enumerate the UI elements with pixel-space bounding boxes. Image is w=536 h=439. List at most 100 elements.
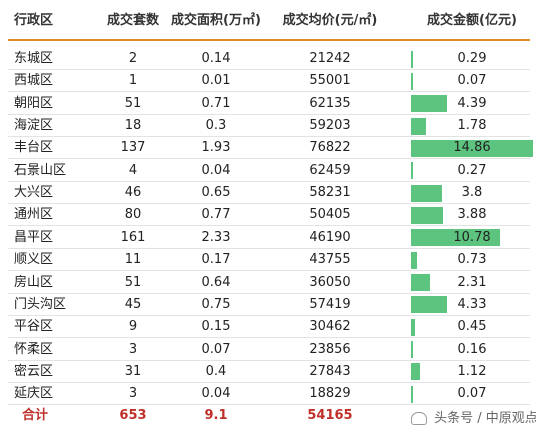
penguin-icon: [411, 412, 427, 425]
district-cell: 门头沟区: [14, 296, 67, 312]
avg-price-cell: 76822: [309, 140, 351, 156]
units-cell: 31: [124, 363, 142, 379]
avg-price-cell: 18829: [309, 386, 351, 402]
amount-cell: 3.8: [461, 185, 483, 201]
row-rule: [8, 270, 530, 272]
units-cell: 11: [124, 252, 142, 268]
district-cell: 丰台区: [14, 140, 54, 156]
amount-bar: [411, 117, 426, 135]
row-rule: [8, 203, 530, 205]
amount-cell: 0.45: [457, 319, 487, 335]
row-rule: [8, 136, 530, 138]
amount-bar: [411, 206, 443, 224]
row-rule: [8, 180, 530, 182]
area-cell: 0.71: [201, 95, 231, 111]
amount-bar: [411, 296, 447, 314]
amount-cell: 0.27: [457, 162, 487, 178]
amount-bar: [411, 72, 413, 90]
amount-bar: [411, 341, 413, 359]
area-cell: 0.65: [201, 185, 231, 201]
units-cell: 46: [124, 185, 142, 201]
district-cell: 通州区: [14, 207, 54, 223]
area-cell: 0.64: [201, 274, 231, 290]
total-avg-price: 54165: [307, 408, 353, 423]
area-cell: 0.15: [201, 319, 231, 335]
amount-bar: [411, 139, 533, 157]
area-cell: 0.17: [201, 252, 231, 268]
header-rule: [8, 39, 530, 41]
amount-cell: 0.29: [457, 51, 487, 66]
row-rule: [8, 337, 530, 339]
avg-price-cell: 62459: [309, 162, 351, 178]
avg-price-cell: 23856: [309, 341, 351, 357]
area-cell: 0.04: [201, 162, 231, 178]
amount-cell: 4.33: [457, 296, 487, 312]
amount-bar: [411, 50, 414, 68]
district-cell: 朝阳区: [14, 95, 54, 111]
row-rule: [8, 359, 530, 361]
row-rule: [8, 69, 530, 70]
amount-cell: 0.07: [457, 386, 487, 402]
row-rule: [8, 314, 530, 316]
amount-cell: 3.88: [457, 207, 487, 223]
area-cell: 0.3: [205, 118, 227, 134]
area-cell: 0.07: [201, 341, 231, 357]
avg-price-cell: 43755: [309, 252, 351, 268]
district-cell: 西城区: [14, 73, 54, 89]
district-cell: 石景山区: [14, 162, 67, 178]
area-cell: 0.14: [201, 51, 231, 66]
row-rule: [8, 381, 530, 383]
amount-bar: [411, 162, 414, 180]
avg-price-cell: 55001: [309, 73, 351, 89]
avg-price-cell: 58231: [309, 185, 351, 201]
district-cell: 密云区: [14, 363, 54, 379]
avg-price-cell: 27843: [309, 363, 351, 379]
amount-bar: [411, 184, 443, 202]
amount-bar: [411, 95, 448, 113]
avg-price-cell: 46190: [309, 229, 351, 245]
district-cell: 延庆区: [14, 386, 54, 402]
row-rule: [8, 113, 530, 115]
avg-price-cell: 62135: [309, 95, 351, 111]
area-cell: 0.04: [201, 386, 231, 402]
amount-bar: [411, 251, 417, 269]
avg-price-cell: 57419: [309, 296, 351, 312]
avg-price-cell: 59203: [309, 118, 351, 134]
units-cell: 137: [120, 140, 146, 156]
row-rule: [8, 158, 530, 160]
header-district: 行政区: [14, 13, 54, 28]
amount-bar: [411, 274, 430, 291]
row-rule: [8, 292, 530, 294]
district-cell: 东城区: [14, 51, 54, 66]
amount-bar: [411, 318, 415, 336]
district-cell: 顺义区: [14, 252, 54, 268]
district-cell: 房山区: [14, 274, 54, 290]
watermark: 头条号 / 中原观点: [402, 405, 536, 433]
row-rule: [8, 404, 530, 406]
units-cell: 1: [128, 73, 138, 89]
units-cell: 2: [128, 51, 138, 66]
amount-bar: [411, 385, 413, 403]
header-units: 成交套数: [106, 13, 159, 28]
header-area: 成交面积(万㎡): [171, 13, 261, 28]
amount-cell: 2.31: [457, 274, 487, 290]
amount-cell: 1.78: [457, 118, 487, 134]
total-label: 合计: [22, 408, 49, 423]
amount-bar: [411, 363, 421, 381]
units-cell: 45: [124, 296, 142, 312]
row-rule: [8, 91, 530, 93]
units-cell: 51: [124, 95, 142, 111]
amount-cell: 0.07: [457, 73, 487, 89]
units-cell: 3: [128, 341, 138, 357]
units-cell: 161: [120, 229, 146, 245]
amount-cell: 0.16: [457, 341, 487, 357]
area-cell: 0.77: [201, 207, 231, 223]
amount-cell: 14.86: [453, 140, 491, 156]
total-units: 653: [119, 408, 147, 423]
units-cell: 9: [128, 319, 138, 335]
watermark-text: 头条号 / 中原观点: [434, 411, 536, 426]
units-cell: 3: [128, 386, 138, 402]
area-cell: 2.33: [201, 229, 231, 245]
district-cell: 昌平区: [14, 229, 54, 245]
